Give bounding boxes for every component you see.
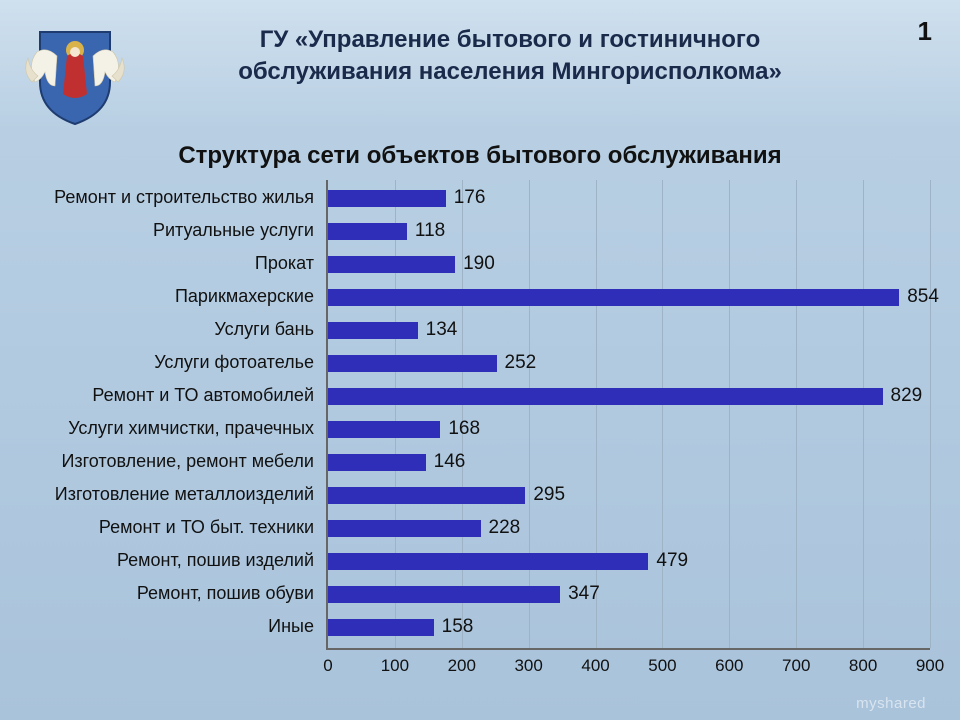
x-tick: 0 [323,656,332,676]
x-tick: 500 [648,656,676,676]
bar: 252 [328,355,497,372]
gridline [863,180,864,648]
bar-value: 347 [568,583,600,605]
chart-area: Ремонт и строительство жилья Ритуальные у… [20,180,930,686]
bar-value: 854 [907,286,939,308]
bar: 158 [328,619,434,636]
bar-value: 829 [891,385,923,407]
category-label: Услуги фотоателье [20,352,314,373]
bar: 295 [328,487,525,504]
category-label: Изготовление металлоизделий [20,484,314,505]
category-label: Услуги бань [20,319,314,340]
crest-icon [20,18,130,128]
category-label: Парикмахерские [20,286,314,307]
gridline [729,180,730,648]
gridline [662,180,663,648]
bar: 228 [328,520,481,537]
plot-area: 0100200300400500600700800900176118190854… [326,180,930,650]
header-title-line1: ГУ «Управление бытового и гостиничного [260,26,761,53]
bar-value: 295 [533,484,565,506]
gridline [596,180,597,648]
page-number: 1 [918,16,932,47]
x-tick: 900 [916,656,944,676]
x-tick: 200 [448,656,476,676]
bar-value: 134 [426,319,458,341]
watermark: myshared [856,695,926,712]
bar: 347 [328,586,560,603]
category-label: Ремонт, пошив изделий [20,550,314,571]
bar-value: 118 [415,220,445,242]
bar: 118 [328,223,407,240]
header-title: ГУ «Управление бытового и гостиничного о… [130,18,930,89]
header-title-line2: обслуживания населения Мингорисполкома» [238,58,782,85]
bar: 190 [328,256,455,273]
bar: 829 [328,388,883,405]
category-label: Ремонт и строительство жилья [20,187,314,208]
chart-title: Структура сети объектов бытового обслужи… [0,142,960,170]
bar-value: 158 [442,616,474,638]
bar: 854 [328,289,899,306]
bar: 134 [328,322,418,339]
bar: 168 [328,421,440,438]
category-label: Ритуальные услуги [20,220,314,241]
category-label: Изготовление, ремонт мебели [20,451,314,472]
x-tick: 600 [715,656,743,676]
bar: 146 [328,454,426,471]
category-label: Ремонт и ТО автомобилей [20,385,314,406]
bar-value: 190 [463,253,495,275]
bar-value: 228 [489,517,521,539]
bar-value: 146 [434,451,466,473]
x-tick: 300 [514,656,542,676]
category-label: Ремонт и ТО быт. техники [20,517,314,538]
gridline [395,180,396,648]
gridline [529,180,530,648]
x-tick: 800 [849,656,877,676]
bar: 479 [328,553,648,570]
x-tick: 700 [782,656,810,676]
gridline [796,180,797,648]
gridline [930,180,931,648]
category-label: Прокат [20,253,314,274]
bar-value: 479 [656,550,688,572]
x-tick: 100 [381,656,409,676]
category-label: Ремонт, пошив обуви [20,583,314,604]
header: ГУ «Управление бытового и гостиничного о… [0,0,960,128]
x-tick: 400 [581,656,609,676]
bar-value: 176 [454,187,486,209]
bar: 176 [328,190,446,207]
category-label: Услуги химчистки, прачечных [20,418,314,439]
gridline [462,180,463,648]
category-label: Иные [20,616,314,637]
bar-value: 168 [448,418,480,440]
bar-value: 252 [505,352,537,374]
